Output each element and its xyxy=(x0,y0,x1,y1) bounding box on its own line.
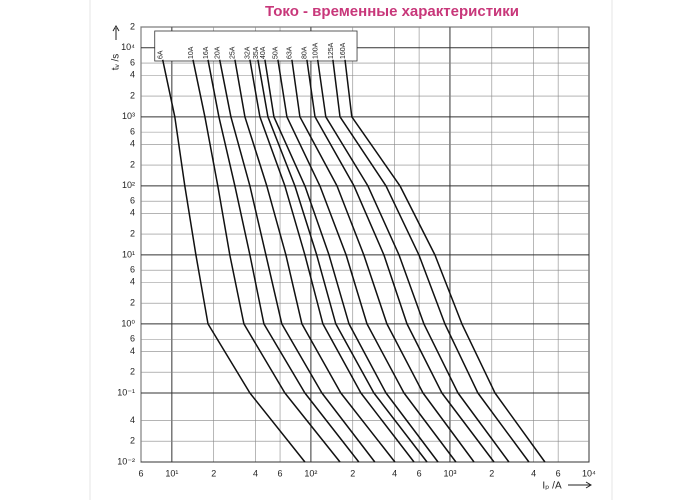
x-tick-label: 2 xyxy=(350,468,355,478)
y-tick-label: 4 xyxy=(130,415,135,425)
y-tick-label: 2 xyxy=(130,436,135,446)
series-label: 80A xyxy=(302,46,309,59)
curve xyxy=(316,59,510,463)
y-tick-label: 6 xyxy=(130,196,135,206)
y-tick-label: 10¹ xyxy=(122,249,135,259)
series-label: 10A xyxy=(188,46,195,59)
series-label: 20A xyxy=(215,46,222,59)
plot-area: 6 10¹ 2 4 6 10² 2 4 6 10³ 2 4 6 10⁴ 2 10⁴ 6 4 2 10³ 6 4 2 10² 6 4… xyxy=(117,21,596,478)
y-tick-label: 2 xyxy=(130,228,135,238)
series-label: 32A xyxy=(245,46,252,59)
series-label: 160A xyxy=(340,42,347,59)
x-axis-label: Iₚ /A xyxy=(542,481,562,492)
series-label: 50A xyxy=(273,46,280,59)
series-label: 63A xyxy=(287,46,294,59)
x-tick-label: 10⁴ xyxy=(582,468,596,478)
y-tick-label: 10⁴ xyxy=(121,42,135,52)
x-tick-label: 6 xyxy=(138,468,143,478)
y-tick-label: 10⁰ xyxy=(121,318,135,328)
y-tick-label: 6 xyxy=(130,57,135,67)
x-tick-label: 6 xyxy=(556,468,561,478)
y-tick-label: 4 xyxy=(130,70,135,80)
y-tick-label: 2 xyxy=(130,21,135,31)
axis-arrow xyxy=(112,25,120,32)
curve xyxy=(161,59,306,463)
x-tick-label: 4 xyxy=(531,468,536,478)
series-label: 35A xyxy=(253,46,260,59)
y-tick-label: 10² xyxy=(122,180,135,190)
x-tick-label: 10¹ xyxy=(165,468,178,478)
curve xyxy=(234,59,396,463)
x-tick-label: 4 xyxy=(253,468,258,478)
curve xyxy=(207,59,360,463)
y-tick-label: 6 xyxy=(130,334,135,344)
y-tick-label: 4 xyxy=(130,277,135,287)
x-tick-label: 4 xyxy=(392,468,397,478)
curve xyxy=(277,59,457,463)
x-tick-label: 6 xyxy=(278,468,283,478)
y-tick-label: 4 xyxy=(130,208,135,218)
curve xyxy=(192,59,341,463)
y-axis-label: tᵥ /s xyxy=(111,54,122,71)
series-label: 100A xyxy=(313,42,320,59)
curve xyxy=(249,59,415,463)
x-tick-label: 10² xyxy=(304,468,317,478)
y-tick-label: 4 xyxy=(130,139,135,149)
series-label: 6A xyxy=(158,50,165,59)
curve xyxy=(332,59,530,463)
x-tick-label: 2 xyxy=(211,468,216,478)
label-box xyxy=(154,30,358,62)
y-tick-label: 10³ xyxy=(122,111,135,121)
plot-frame xyxy=(140,26,590,463)
axis-arrow xyxy=(585,481,592,489)
curve xyxy=(264,59,439,463)
y-tick-label: 2 xyxy=(130,367,135,377)
series-label: 25A xyxy=(230,46,237,59)
x-tick-label: 2 xyxy=(489,468,494,478)
y-tick-label: 4 xyxy=(130,346,135,356)
series-label: 40A xyxy=(260,46,267,59)
curve xyxy=(218,59,376,463)
curve xyxy=(257,59,428,463)
y-tick-label: 10⁻¹ xyxy=(117,387,135,397)
y-tick-label: 2 xyxy=(130,90,135,100)
curve xyxy=(344,59,546,463)
series-label: 125A xyxy=(328,42,335,59)
y-tick-label: 6 xyxy=(130,265,135,275)
chart-title: Токо - временные характеристики xyxy=(265,3,519,20)
y-tick-label: 10⁻² xyxy=(117,456,135,466)
x-tick-label: 6 xyxy=(417,468,422,478)
y-tick-label: 2 xyxy=(130,159,135,169)
x-tick-label: 10³ xyxy=(443,468,456,478)
series-label: 16A xyxy=(203,46,210,59)
curve xyxy=(291,59,475,463)
y-tick-label: 2 xyxy=(130,298,135,308)
curve xyxy=(306,59,495,463)
y-tick-label: 6 xyxy=(130,127,135,137)
